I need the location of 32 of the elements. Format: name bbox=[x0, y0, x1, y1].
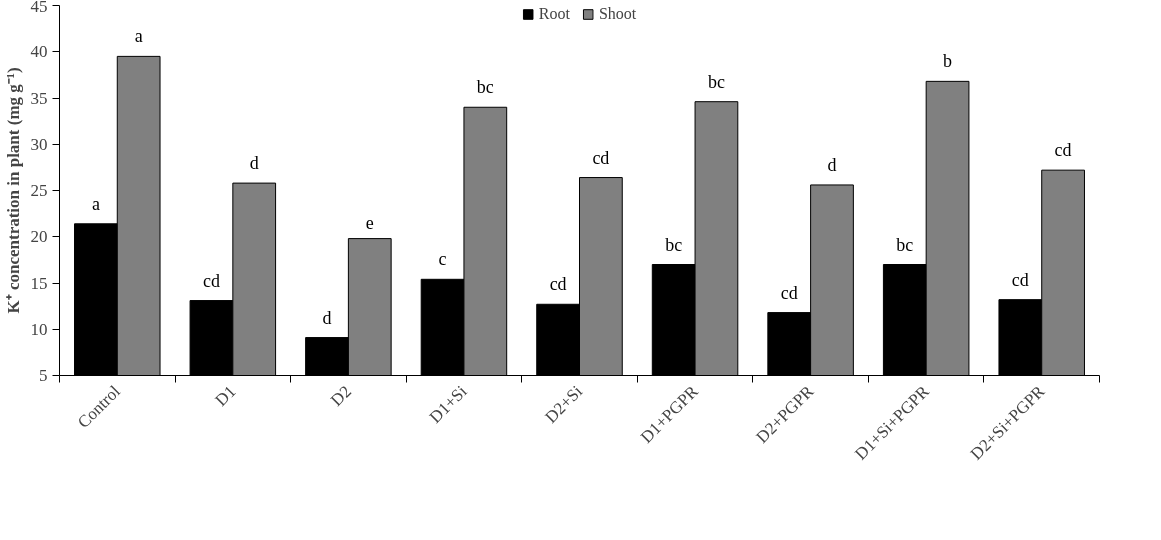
data-label: cd bbox=[780, 282, 798, 303]
data-label: a bbox=[134, 26, 143, 47]
legend-label: Root bbox=[538, 5, 570, 23]
data-label: bc bbox=[665, 234, 683, 255]
data-label: c bbox=[438, 249, 447, 270]
data-label: d bbox=[322, 307, 332, 328]
y-tick-label: 40 bbox=[30, 42, 48, 62]
data-label: bc bbox=[896, 234, 914, 255]
y-tick-label: 5 bbox=[39, 366, 48, 385]
data-label: cd bbox=[1011, 269, 1029, 290]
data-label: d bbox=[249, 153, 259, 174]
data-label: d bbox=[827, 154, 837, 175]
y-tick-label: 20 bbox=[30, 227, 48, 247]
data-label: cd bbox=[549, 274, 567, 295]
y-tick-label: 25 bbox=[30, 181, 48, 200]
x-tick-label: D2 bbox=[326, 381, 356, 410]
y-tick-label: 45 bbox=[30, 0, 48, 16]
data-label: cd bbox=[202, 270, 220, 291]
data-label: bc bbox=[707, 71, 725, 92]
legend-label: Shoot bbox=[598, 5, 637, 23]
y-tick-label: 15 bbox=[30, 273, 48, 293]
data-label: a bbox=[91, 193, 100, 214]
x-tick-label: D1 bbox=[211, 381, 240, 410]
y-tick-label: 10 bbox=[30, 319, 48, 339]
data-label: e bbox=[365, 212, 374, 233]
y-tick-label: 35 bbox=[30, 88, 48, 108]
data-label: bc bbox=[476, 77, 494, 98]
data-label: cd bbox=[592, 147, 610, 168]
y-axis-title: K⁺ concentration in plant (mg g⁻¹) bbox=[3, 67, 23, 314]
data-label: cd bbox=[1054, 140, 1072, 161]
data-label: b bbox=[943, 51, 953, 72]
y-tick-label: 30 bbox=[30, 134, 48, 154]
